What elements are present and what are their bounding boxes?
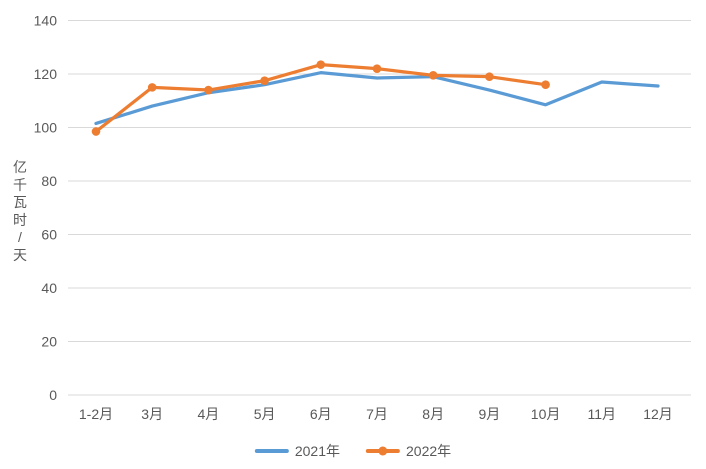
x-axis-label: 9月 — [479, 406, 501, 422]
y-tick-label: 0 — [49, 387, 57, 403]
legend-line-swatch-2021 — [254, 449, 289, 453]
y-axis-title-char: 时 — [13, 211, 27, 228]
y-axis-title-char: 天 — [13, 246, 27, 263]
x-axis-label: 7月 — [366, 406, 388, 422]
x-axis-label: 4月 — [198, 406, 220, 422]
data-point-series-1 — [260, 76, 269, 85]
legend-item-2021[interactable]: 2021年 — [254, 441, 340, 461]
y-axis-title: 亿千瓦时 / 天 — [10, 159, 30, 264]
y-axis-title-char: 千 — [13, 176, 27, 193]
y-tick-label: 120 — [34, 66, 58, 82]
legend-line-swatch-2022 — [366, 446, 400, 456]
series-line-1 — [94, 63, 548, 134]
x-axis-label: 8月 — [422, 406, 444, 422]
y-tick-label: 20 — [41, 334, 57, 350]
data-point-series-1 — [316, 60, 326, 69]
data-point-series-1 — [428, 71, 438, 80]
x-axis-label: 5月 — [254, 406, 276, 422]
x-axis-label: 12月 — [643, 406, 673, 422]
y-tick-label: 40 — [41, 280, 57, 296]
y-tick-label: 100 — [34, 120, 58, 136]
legend-marker-dot-2022 — [378, 446, 388, 456]
x-axis-label: 6月 — [310, 406, 332, 422]
x-axis-label: 10月 — [531, 406, 561, 422]
x-axis-label: 3月 — [141, 406, 163, 422]
y-axis-title-char: / — [18, 229, 22, 245]
chart-legend: 2021年 2022年 — [254, 441, 451, 461]
y-axis-title-char: 亿 — [13, 159, 27, 175]
series-line-0 — [94, 71, 660, 126]
legend-item-2022[interactable]: 2022年 — [366, 441, 451, 461]
data-point-series-1 — [91, 127, 101, 136]
data-point-series-1 — [372, 64, 382, 73]
data-point-series-1 — [541, 80, 550, 89]
y-tick-label: 60 — [41, 227, 57, 243]
x-axis-label: 11月 — [588, 406, 617, 422]
data-point-series-1 — [147, 83, 157, 92]
y-axis-title-char: 瓦 — [13, 194, 27, 210]
data-point-series-1 — [204, 85, 213, 95]
y-tick-label: 140 — [34, 13, 58, 29]
y-tick-label: 80 — [41, 173, 57, 189]
x-axis-label: 1-2月 — [79, 406, 113, 422]
data-point-series-1 — [485, 72, 494, 81]
legend-label-2021: 2021年 — [294, 443, 340, 459]
legend-label-2022: 2022年 — [406, 443, 452, 459]
